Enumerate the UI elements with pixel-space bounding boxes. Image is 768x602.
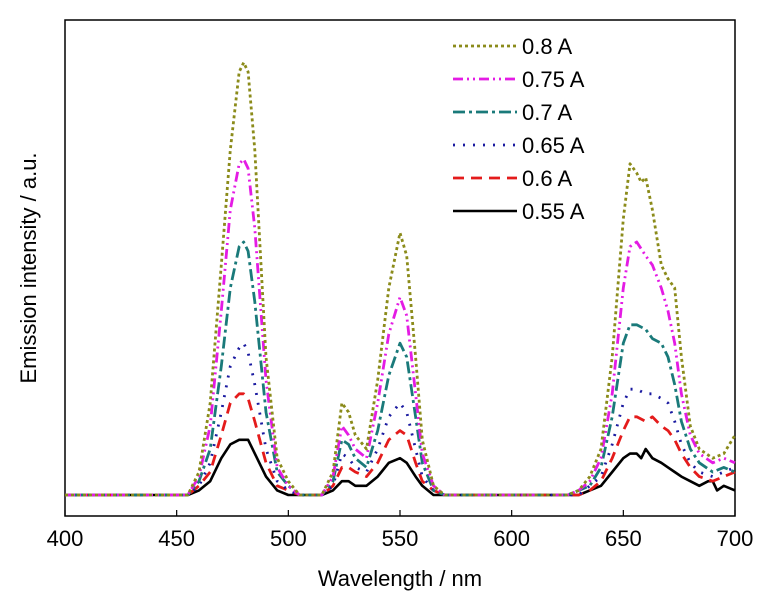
plot-area-frame xyxy=(64,19,736,517)
x-tick-label: 550 xyxy=(382,526,419,551)
x-axis-title: Wavelength / nm xyxy=(318,566,482,591)
x-tick-label: 400 xyxy=(47,526,84,551)
x-tick-label: 450 xyxy=(158,526,195,551)
legend-label: 0.7 A xyxy=(522,100,572,125)
x-tick-label: 500 xyxy=(270,526,307,551)
legend-label: 0.55 A xyxy=(522,199,585,224)
x-tick-label: 650 xyxy=(605,526,642,551)
legend-label: 0.6 A xyxy=(522,166,572,191)
legend-label: 0.65 A xyxy=(522,133,585,158)
series-line-0-6-a xyxy=(65,392,736,497)
legend-label: 0.75 A xyxy=(522,67,585,92)
x-tick-label: 600 xyxy=(493,526,530,551)
x-tick-label: 700 xyxy=(717,526,754,551)
y-axis-title: Emission intensity / a.u. xyxy=(16,152,41,383)
series-group xyxy=(65,61,737,497)
legend-label: 0.8 A xyxy=(522,34,572,59)
series-line-0-55-a xyxy=(65,438,736,497)
series-line-0-7-a xyxy=(65,240,736,497)
x-axis: 400 450 500 550 600 650 700 xyxy=(47,510,754,551)
series-line-0-75-a xyxy=(65,157,736,497)
legend: 0.8 A 0.75 A 0.7 A 0.65 A 0.6 A 0.55 A xyxy=(453,34,585,224)
series-line-0-8-a xyxy=(65,61,737,497)
